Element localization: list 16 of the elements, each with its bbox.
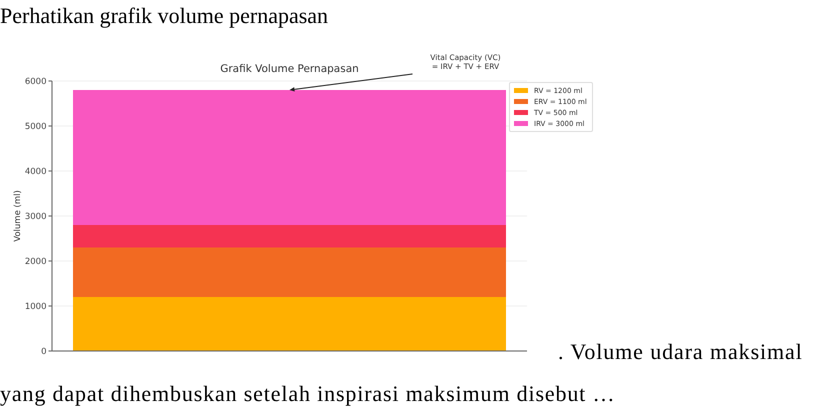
y-tick-label: 0 xyxy=(41,347,46,358)
y-tick-label: 1000 xyxy=(24,302,46,312)
chart-title: Grafik Volume Pernapasan xyxy=(220,63,359,75)
bar xyxy=(73,297,506,351)
text: Perhatikan grafik volume pernapasan xyxy=(0,2,328,30)
y-tick-label: 3000 xyxy=(24,212,46,222)
text: . Volume udara maksimal xyxy=(558,338,803,366)
bar xyxy=(73,90,506,225)
y-tick-label: 2000 xyxy=(24,257,46,268)
y-tick-label: 4000 xyxy=(24,167,46,178)
bar xyxy=(73,225,506,248)
bar xyxy=(73,248,506,297)
text: yang dapat dihembuskan setelah inspirasi maksimum disebut … xyxy=(0,380,616,408)
y-tick-label: 6000 xyxy=(24,77,46,88)
y-tick-label: 5000 xyxy=(24,122,46,132)
y-axis-title: Volume (ml) xyxy=(13,190,24,242)
